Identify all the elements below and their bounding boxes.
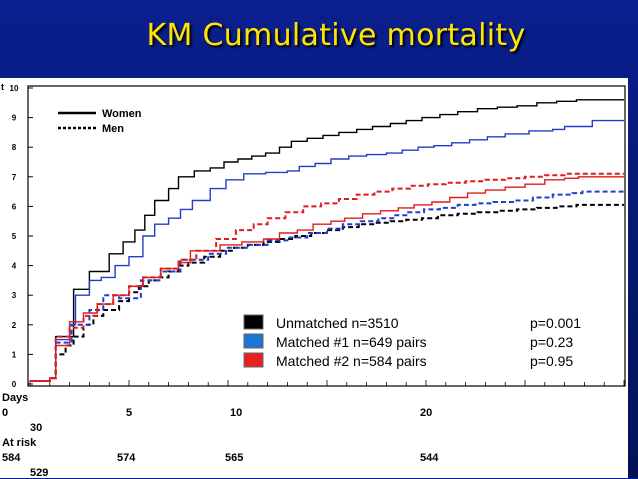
x-axis — [29, 380, 625, 386]
at-risk-value: 565 — [225, 452, 244, 464]
series-unmatched-women — [30, 99, 624, 382]
legend-matched1-p: p=0.23 — [530, 334, 573, 350]
legend-unmatched-p: p=0.001 — [530, 315, 581, 331]
legend-matched2-swatch — [243, 352, 264, 368]
legend-unmatched-swatch — [243, 314, 264, 330]
km-chart: t 0 1 2 3 4 5 6 7 8 9 10 Women Men Unmatched n=351… — [1, 82, 626, 389]
series-matched-1-men — [30, 190, 624, 382]
days-tick: 0 — [2, 407, 9, 419]
group-legend: Unmatched n=3510 p=0.001 Matched #1 n=64… — [243, 314, 581, 369]
y-tick-label: 9 — [12, 114, 17, 123]
legend-unmatched-label: Unmatched n=3510 — [276, 315, 399, 331]
legend-matched1-label: Matched #1 n=649 pairs — [276, 334, 427, 350]
y-tick-label: 1 — [12, 350, 17, 359]
days-tick: 10 — [230, 407, 243, 419]
series-unmatched-men — [30, 203, 624, 382]
legend-women-label: Women — [102, 108, 142, 120]
legend-matched2-label: Matched #2 n=584 pairs — [276, 353, 427, 369]
y-tick-label: 4 — [12, 262, 17, 271]
days-tick: 5 — [126, 407, 133, 419]
y-tick-label: 8 — [12, 143, 17, 152]
at-risk-value: 529 — [30, 467, 49, 479]
y-tick-label: 0 — [12, 380, 17, 389]
slide-title: KM Cumulative mortality — [146, 18, 526, 53]
series-matched-1-women — [30, 119, 624, 382]
days-tick: 30 — [30, 422, 43, 434]
at-risk-value: 574 — [117, 452, 136, 464]
sex-legend: Women Men — [58, 108, 142, 135]
series-layer — [30, 99, 624, 382]
y-tick-label: 5 — [12, 232, 17, 241]
at-risk-table: Days 0 5 10 20 30 At risk 584 574 565 54… — [0, 388, 628, 479]
at-risk-value: 584 — [2, 452, 21, 464]
y-tick-label: 3 — [12, 291, 17, 300]
at-risk-value: 544 — [420, 452, 439, 464]
y-tick-label: 7 — [12, 173, 17, 182]
y-axis-label: t — [1, 82, 4, 92]
y-tick-label: 10 — [10, 84, 19, 93]
at-risk-label: At risk — [2, 437, 37, 449]
series-matched-2-men — [30, 172, 624, 382]
days-label: Days — [2, 392, 29, 404]
legend-matched1-swatch — [243, 333, 264, 349]
y-tick-label: 2 — [12, 321, 17, 330]
legend-men-label: Men — [102, 123, 124, 135]
series-matched-2-women — [30, 176, 624, 382]
days-tick: 20 — [420, 407, 433, 419]
y-axis: 0 1 2 3 4 5 6 7 8 9 10 — [10, 84, 33, 389]
legend-matched2-p: p=0.95 — [530, 353, 573, 369]
y-tick-label: 6 — [12, 202, 17, 211]
